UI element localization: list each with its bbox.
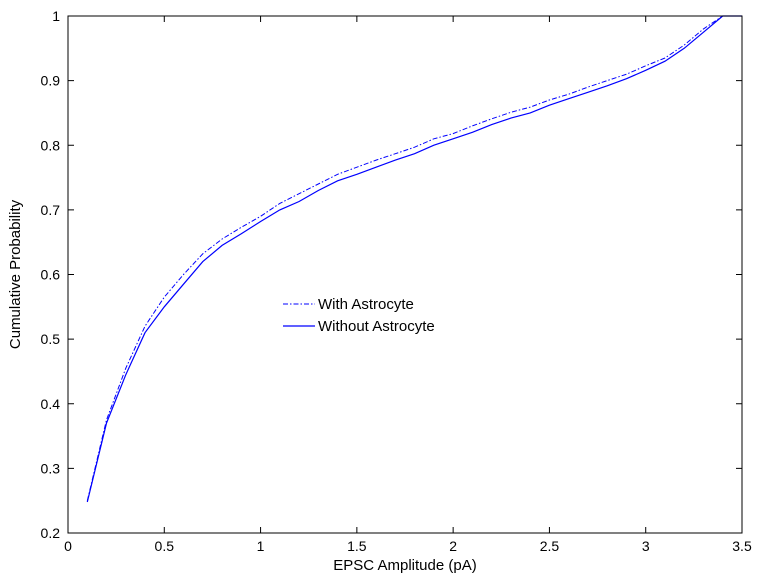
- series-line-without-astrocyte: [86, 15, 742, 503]
- y-tick-label: 1: [52, 8, 60, 24]
- y-tick-label: 0.5: [41, 331, 61, 347]
- x-tick-label: 0: [64, 538, 72, 554]
- plot-frame: [67, 15, 743, 534]
- legend: With Astrocyte Without Astrocyte: [283, 296, 435, 335]
- x-tick-label: 3.5: [732, 538, 752, 554]
- x-axis-title: EPSC Amplitude (pA): [333, 557, 476, 574]
- x-tick-label: 3: [642, 538, 650, 554]
- legend-label-with-astrocyte: With Astrocyte: [318, 296, 414, 313]
- y-tick-label: 0.9: [41, 73, 61, 89]
- series-line-with-astrocyte: [86, 15, 742, 501]
- y-tick-label: 0.4: [41, 396, 61, 412]
- x-tick-label: 1: [257, 538, 265, 554]
- x-tick-label: 1.5: [347, 538, 367, 554]
- x-tick-label: 0.5: [155, 538, 175, 554]
- y-axis-title: Cumulative Probability: [7, 199, 24, 349]
- y-tick-label: 0.8: [41, 137, 61, 153]
- legend-label-without-astrocyte: Without Astrocyte: [318, 318, 435, 335]
- y-tick-label: 0.3: [41, 460, 61, 476]
- x-tick-label: 2.5: [540, 538, 560, 554]
- x-tick-label: 2: [449, 538, 457, 554]
- y-tick-label: 0.7: [41, 202, 61, 218]
- y-tick-label: 0.6: [41, 267, 61, 283]
- y-tick-label: 0.2: [41, 525, 61, 541]
- ticks-layer: 0 0.5 1 1.5 2 2.5 3 3.5 0.2 0.3 0.4 0.5 0.6 0.7 0.8 0.9…: [41, 8, 752, 554]
- lines-layer: [86, 15, 742, 503]
